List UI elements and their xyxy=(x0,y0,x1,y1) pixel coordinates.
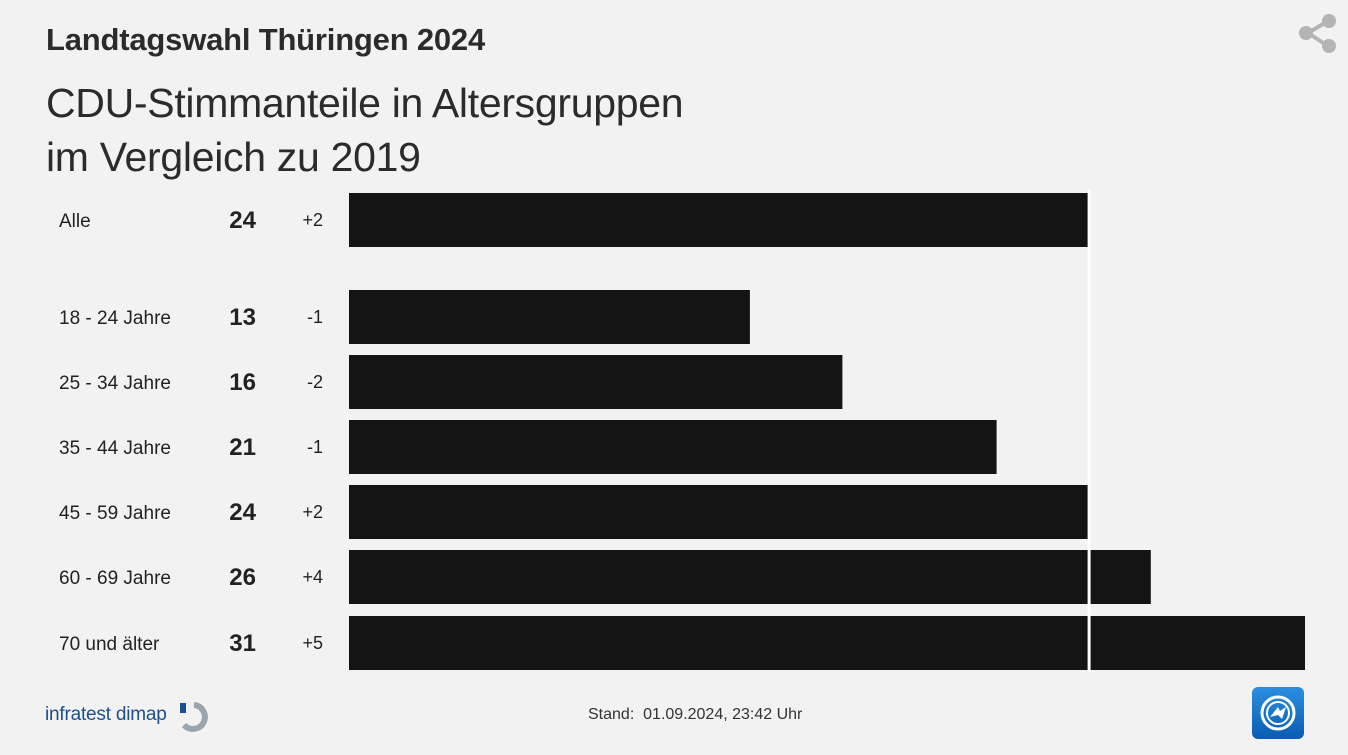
category-label: 35 - 44 Jahre xyxy=(59,438,171,459)
value-label: 16 xyxy=(229,369,256,396)
value-label: 21 xyxy=(229,434,256,461)
value-label: 31 xyxy=(229,630,256,657)
chart-subtitle: CDU-Stimmanteile in Altersgruppen im Ver… xyxy=(46,76,684,184)
value-label: 24 xyxy=(229,499,256,526)
chart-title: Landtagswahl Thüringen 2024 xyxy=(46,22,486,57)
bar xyxy=(349,485,1090,539)
subtitle-line-2: im Vergleich zu 2019 xyxy=(46,134,421,180)
infratest-dimap-logo xyxy=(180,702,208,732)
bar xyxy=(349,616,1305,670)
bar xyxy=(349,550,1151,604)
tagesschau-logo xyxy=(1252,687,1304,739)
stand-timestamp: Stand: 01.09.2024, 23:42 Uhr xyxy=(588,706,803,723)
diff-label: +2 xyxy=(302,210,323,230)
diff-label: -1 xyxy=(307,437,323,457)
bar xyxy=(349,355,843,409)
bar-chart: Alle 24 +2 18 - 24 Jahre 13 -1 25 - 34 Jahre 16… xyxy=(59,189,1305,672)
category-label: 18 - 24 Jahre xyxy=(59,308,171,329)
bar xyxy=(349,193,1090,247)
category-label: 60 - 69 Jahre xyxy=(59,568,171,589)
share-icon[interactable] xyxy=(1296,12,1340,56)
category-label: 45 - 59 Jahre xyxy=(59,503,171,524)
bar xyxy=(349,420,997,474)
value-label: 13 xyxy=(229,304,256,331)
category-label: 70 und älter xyxy=(59,634,160,655)
source-label: infratest dimap xyxy=(45,704,167,725)
category-label: 25 - 34 Jahre xyxy=(59,373,171,394)
value-label: 26 xyxy=(229,564,256,591)
diff-label: -2 xyxy=(307,372,323,392)
category-label: Alle xyxy=(59,211,91,232)
diff-label: -1 xyxy=(307,307,323,327)
subtitle-line-1: CDU-Stimmanteile in Altersgruppen xyxy=(46,80,684,126)
tagesschau-globe-icon xyxy=(1260,695,1296,731)
diff-label: +2 xyxy=(302,502,323,522)
diff-label: +5 xyxy=(302,633,323,653)
bar xyxy=(349,290,750,344)
diff-label: +4 xyxy=(302,567,323,587)
value-label: 24 xyxy=(229,207,256,234)
